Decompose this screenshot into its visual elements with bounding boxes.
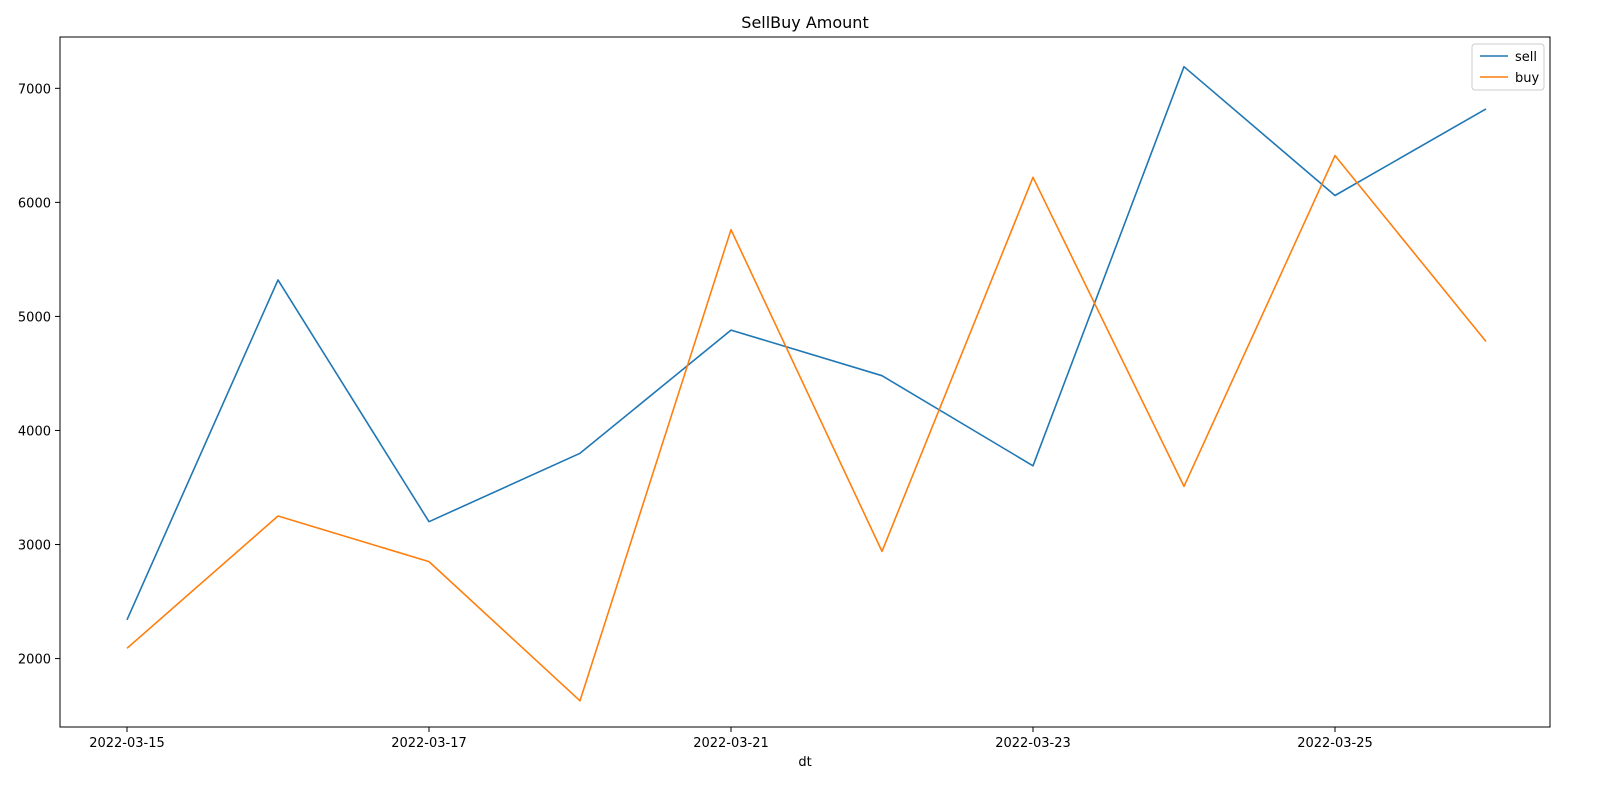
legend-label-buy: buy [1515, 71, 1539, 86]
y-tick-label: 5000 [18, 310, 51, 325]
plot-area [59, 36, 1551, 728]
x-tick-label: 2022-03-25 [1297, 736, 1373, 751]
x-tick-label: 2022-03-21 [693, 736, 769, 751]
y-tick-label: 6000 [18, 196, 51, 211]
chart-title: SellBuy Amount [741, 13, 868, 32]
series-layer [126, 65, 1487, 702]
y-axis: 2000 3000 4000 5000 6000 7000 [18, 82, 60, 668]
x-tick-label: 2022-03-15 [89, 736, 165, 751]
series-line-sell [126, 65, 1487, 621]
legend: sell buy [1471, 43, 1545, 91]
y-tick-label: 3000 [18, 539, 51, 554]
x-axis-label: dt [798, 755, 811, 770]
x-axis: 2022-03-15 2022-03-17 2022-03-21 2022-03-23… [89, 727, 1373, 751]
series-line-buy [126, 154, 1487, 702]
y-tick-label: 2000 [18, 653, 51, 668]
legend-label-sell: sell [1515, 50, 1537, 65]
y-tick-label: 4000 [18, 424, 51, 439]
x-tick-label: 2022-03-23 [995, 736, 1071, 751]
y-tick-label: 7000 [18, 82, 51, 97]
x-tick-label: 2022-03-17 [391, 736, 467, 751]
